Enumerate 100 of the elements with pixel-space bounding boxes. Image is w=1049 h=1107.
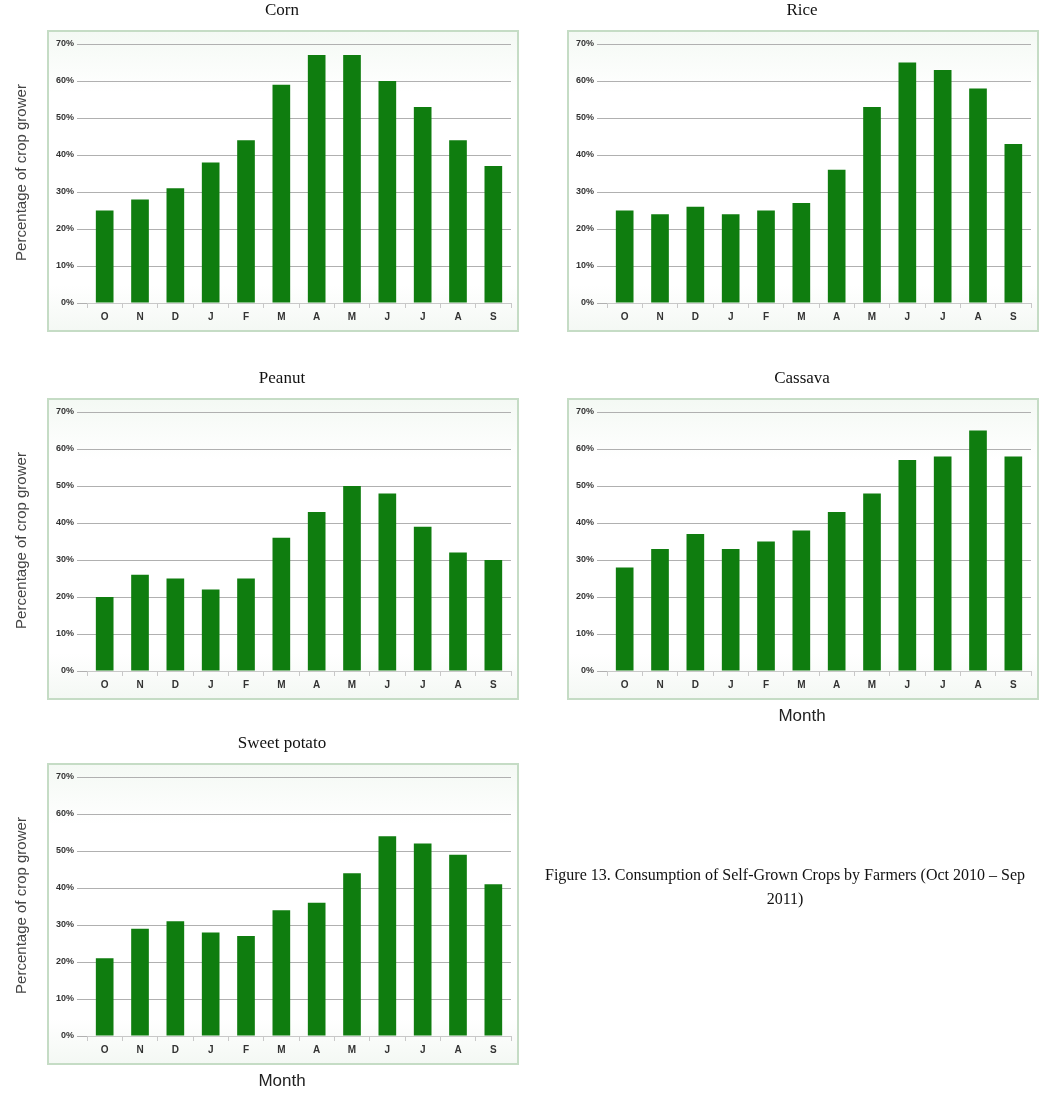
- x-tick-label: S: [490, 310, 497, 322]
- bar: [378, 836, 397, 1036]
- y-tick-label: 10%: [576, 260, 595, 271]
- x-tick-label: M: [797, 678, 806, 690]
- y-tick-label: 60%: [56, 808, 75, 819]
- y-tick-label: 60%: [576, 443, 595, 454]
- x-tick-label: A: [833, 678, 841, 690]
- bar: [484, 560, 503, 671]
- bar: [378, 81, 397, 303]
- x-tick-label: O: [100, 678, 109, 690]
- x-tick-label: N: [656, 310, 664, 322]
- y-tick-label: 50%: [56, 845, 75, 856]
- x-tick-label: M: [867, 678, 877, 690]
- bar: [757, 541, 775, 671]
- x-tick-label: M: [867, 310, 877, 322]
- y-tick-label: 30%: [56, 186, 75, 197]
- y-tick-label: 40%: [576, 517, 595, 528]
- x-tick-label: M: [277, 1043, 286, 1055]
- y-tick-label: 20%: [56, 956, 75, 967]
- x-tick-label: O: [620, 310, 629, 322]
- y-axis-title: Percentage of crop grower: [11, 816, 29, 996]
- bar: [272, 537, 291, 671]
- bar: [131, 199, 149, 303]
- y-tick-label: 20%: [56, 591, 75, 602]
- y-tick-label: 40%: [576, 149, 595, 160]
- bar: [166, 578, 185, 671]
- x-axis-title: Month: [257, 1071, 307, 1091]
- bar: [827, 169, 846, 303]
- bar: [307, 511, 326, 671]
- bar: [95, 958, 114, 1036]
- bar: [343, 55, 361, 303]
- bar: [413, 526, 432, 671]
- y-tick-label: 0%: [581, 297, 595, 308]
- y-tick-label: 10%: [56, 260, 75, 271]
- bar: [237, 140, 255, 303]
- y-tick-label: 70%: [576, 406, 595, 417]
- x-tick-label: D: [171, 1043, 179, 1055]
- y-tick-label: 20%: [56, 223, 75, 234]
- bar: [413, 106, 432, 303]
- bar: [201, 932, 220, 1036]
- x-tick-label: J: [207, 1043, 214, 1055]
- x-tick-label: F: [242, 310, 250, 322]
- bar: [827, 511, 846, 671]
- x-tick-label: A: [313, 678, 321, 690]
- y-tick-label: 10%: [576, 628, 595, 639]
- bar: [969, 430, 987, 671]
- y-axis-title: Percentage of crop grower: [11, 451, 29, 631]
- x-tick-label: S: [490, 1043, 497, 1055]
- x-tick-label: D: [171, 310, 179, 322]
- bar: [131, 928, 149, 1036]
- x-tick-label: N: [656, 678, 664, 690]
- bar: [201, 589, 220, 671]
- y-tick-label: 40%: [56, 149, 75, 160]
- bar: [863, 106, 881, 303]
- y-tick-label: 0%: [61, 297, 75, 308]
- x-tick-label: N: [136, 310, 144, 322]
- bar: [651, 548, 669, 671]
- y-tick-label: 50%: [576, 112, 595, 123]
- bar: [898, 460, 917, 671]
- bar: [166, 921, 185, 1036]
- bar: [95, 210, 114, 303]
- x-tick-label: A: [974, 678, 982, 690]
- bar: [343, 873, 361, 1036]
- x-tick-label: D: [691, 678, 699, 690]
- y-tick-label: 0%: [581, 665, 595, 676]
- chart-title: Corn: [264, 0, 300, 20]
- bar: [343, 486, 361, 671]
- bar: [131, 574, 149, 671]
- bar: [484, 884, 503, 1036]
- x-tick-label: F: [762, 310, 770, 322]
- y-tick-label: 10%: [56, 628, 75, 639]
- x-tick-label: J: [419, 1043, 426, 1055]
- x-tick-label: N: [136, 678, 144, 690]
- bar: [792, 203, 811, 303]
- bar: [651, 214, 669, 303]
- bar: [898, 62, 917, 303]
- x-tick-label: A: [454, 310, 462, 322]
- bar: [863, 493, 881, 671]
- y-tick-label: 70%: [56, 406, 75, 417]
- y-tick-label: 60%: [56, 443, 75, 454]
- bar: [721, 548, 740, 671]
- bar: [1004, 456, 1023, 671]
- x-tick-label: M: [797, 310, 806, 322]
- y-tick-label: 30%: [56, 554, 75, 565]
- bar: [484, 166, 503, 303]
- bar: [792, 530, 811, 671]
- bar: [449, 854, 467, 1036]
- x-tick-label: A: [454, 1043, 462, 1055]
- x-tick-label: M: [347, 310, 357, 322]
- y-tick-label: 50%: [56, 112, 75, 123]
- y-tick-label: 0%: [61, 665, 75, 676]
- x-tick-label: A: [454, 678, 462, 690]
- bar: [237, 578, 255, 671]
- chart-title: Sweet potato: [236, 733, 328, 753]
- y-tick-label: 20%: [576, 223, 595, 234]
- bar: [272, 84, 291, 303]
- bar: [1004, 143, 1023, 303]
- y-tick-label: 50%: [576, 480, 595, 491]
- y-tick-label: 0%: [61, 1030, 75, 1041]
- bar: [449, 140, 467, 303]
